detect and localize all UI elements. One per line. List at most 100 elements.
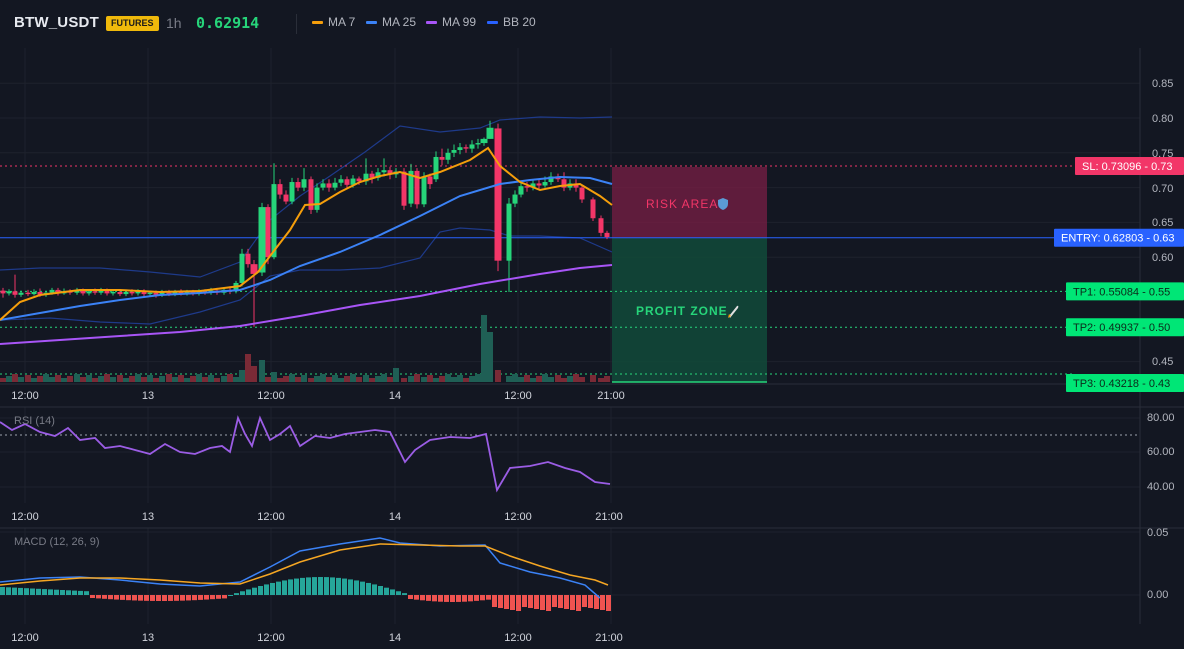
candle-body-9 (55, 289, 61, 294)
price-tag-label-4: TP3: 0.43218 - 0.43 (1073, 378, 1170, 390)
candle-body-85 (530, 183, 536, 188)
legend-ma25[interactable]: MA 25 (366, 15, 416, 29)
volume-bar-84 (524, 375, 530, 382)
candle-body-8 (49, 289, 55, 293)
candle-body-69 (427, 176, 433, 185)
candle-body-96 (604, 232, 610, 238)
volume-bar-70 (433, 378, 439, 382)
time-label-macd-4: 12:00 (504, 632, 532, 644)
candle-body-90 (561, 179, 567, 188)
macd-hist-6 (36, 588, 41, 595)
macd-hist-12 (72, 590, 77, 595)
legend-ma99[interactable]: MA 99 (426, 15, 476, 29)
macd-hist-51 (306, 577, 311, 595)
volume-bar-57 (350, 374, 356, 382)
volume-bar-6 (37, 376, 43, 382)
macd-hist-84 (504, 595, 509, 609)
macd-hist-89 (534, 595, 539, 609)
ma99-line (0, 264, 613, 345)
candle-body-76 (469, 144, 475, 149)
volume-bars (0, 315, 610, 382)
macd-hist-20 (120, 595, 125, 600)
ytick-4: 0.65 (1152, 217, 1173, 229)
macd-hist-82 (492, 595, 497, 607)
candle-body-20 (123, 292, 129, 295)
candle-body-74 (457, 147, 463, 151)
ytick-1: 0.80 (1152, 113, 1173, 125)
time-label-main-3: 14 (389, 390, 401, 402)
price-tag-bg-3 (1066, 318, 1184, 337)
last-price: 0.62914 (196, 14, 260, 32)
candle-body-58 (356, 178, 362, 182)
legend-ma25-label: MA 25 (382, 15, 417, 29)
macd-hist-18 (108, 595, 113, 600)
volume-bar-49 (301, 375, 307, 382)
volume-bar-55 (338, 378, 344, 382)
candle-body-87 (542, 182, 548, 186)
macd-hist-76 (456, 595, 461, 602)
macd-hist-58 (348, 579, 353, 595)
candle-body-48 (295, 182, 301, 188)
macd-hist-98 (588, 595, 593, 608)
volume-bar-63 (387, 377, 393, 382)
risk-area-box (612, 167, 767, 238)
volume-bar-14 (86, 375, 92, 382)
candle-body-65 (401, 171, 407, 206)
macd-hist-101 (606, 595, 611, 611)
time-label-rsi-0: 12:00 (11, 511, 39, 523)
risk-area-label: RISK AREA (646, 197, 718, 211)
macd-hist-41 (246, 589, 251, 595)
candle-body-47 (289, 182, 295, 202)
macd-hist-14 (84, 591, 89, 595)
volume-bar-65 (401, 378, 407, 382)
rsi-line (0, 415, 611, 493)
volume-bar-87 (542, 374, 548, 382)
candle-body-68 (421, 176, 427, 205)
time-label-rsi-5: 21:00 (595, 511, 623, 523)
volume-bar-25 (153, 378, 159, 382)
macd-hist-88 (528, 595, 533, 608)
candle-body-92 (573, 183, 579, 188)
candle-body-50 (308, 179, 314, 210)
volume-bar-27 (166, 374, 172, 382)
macd-hist-62 (372, 584, 377, 595)
macd-hist-43 (258, 586, 263, 595)
ytick-0: 0.85 (1152, 78, 1173, 90)
volume-bar-31 (190, 376, 196, 382)
volume-bar-78 (481, 315, 487, 382)
macd-hist-74 (444, 595, 449, 602)
volume-bar-67 (414, 374, 420, 382)
macd-hist-42 (252, 587, 257, 595)
price-tag-bg-1 (1054, 228, 1184, 247)
macd-hist-77 (462, 595, 467, 602)
candle-body-51 (314, 187, 320, 210)
macd-hist-8 (48, 589, 53, 595)
legend-ma7[interactable]: MA 7 (312, 15, 355, 29)
volume-bar-62 (381, 374, 387, 382)
candle-body-21 (129, 292, 135, 294)
volume-bar-54 (332, 375, 338, 382)
candle-body-52 (320, 183, 326, 188)
candle-body-23 (141, 291, 147, 295)
macd-hist-2 (12, 587, 17, 595)
volume-bar-53 (326, 377, 332, 382)
time-label-rsi-4: 12:00 (504, 511, 532, 523)
volume-bar-20 (123, 378, 129, 382)
candle-body-3 (18, 292, 24, 295)
axes: 0.85 0.80 0.75 0.70 0.65 0.60 0.45 80.00… (11, 78, 1174, 644)
macd-hist-55 (330, 577, 335, 595)
macd-hist-38 (228, 595, 233, 596)
macd-hist-71 (426, 595, 431, 601)
volume-bar-35 (214, 378, 220, 382)
legend-bb20[interactable]: BB 20 (487, 15, 536, 29)
volume-bar-47 (289, 374, 295, 382)
volume-bar-26 (159, 376, 165, 382)
timeframe-label[interactable]: 1h (166, 15, 182, 31)
macd-hist-31 (186, 595, 191, 601)
volume-bar-88 (548, 377, 554, 382)
candle-body-25 (153, 292, 159, 295)
macd-hist-39 (234, 593, 239, 595)
ma25-line (0, 175, 613, 321)
symbol-name[interactable]: BTW_USDT (14, 14, 99, 31)
